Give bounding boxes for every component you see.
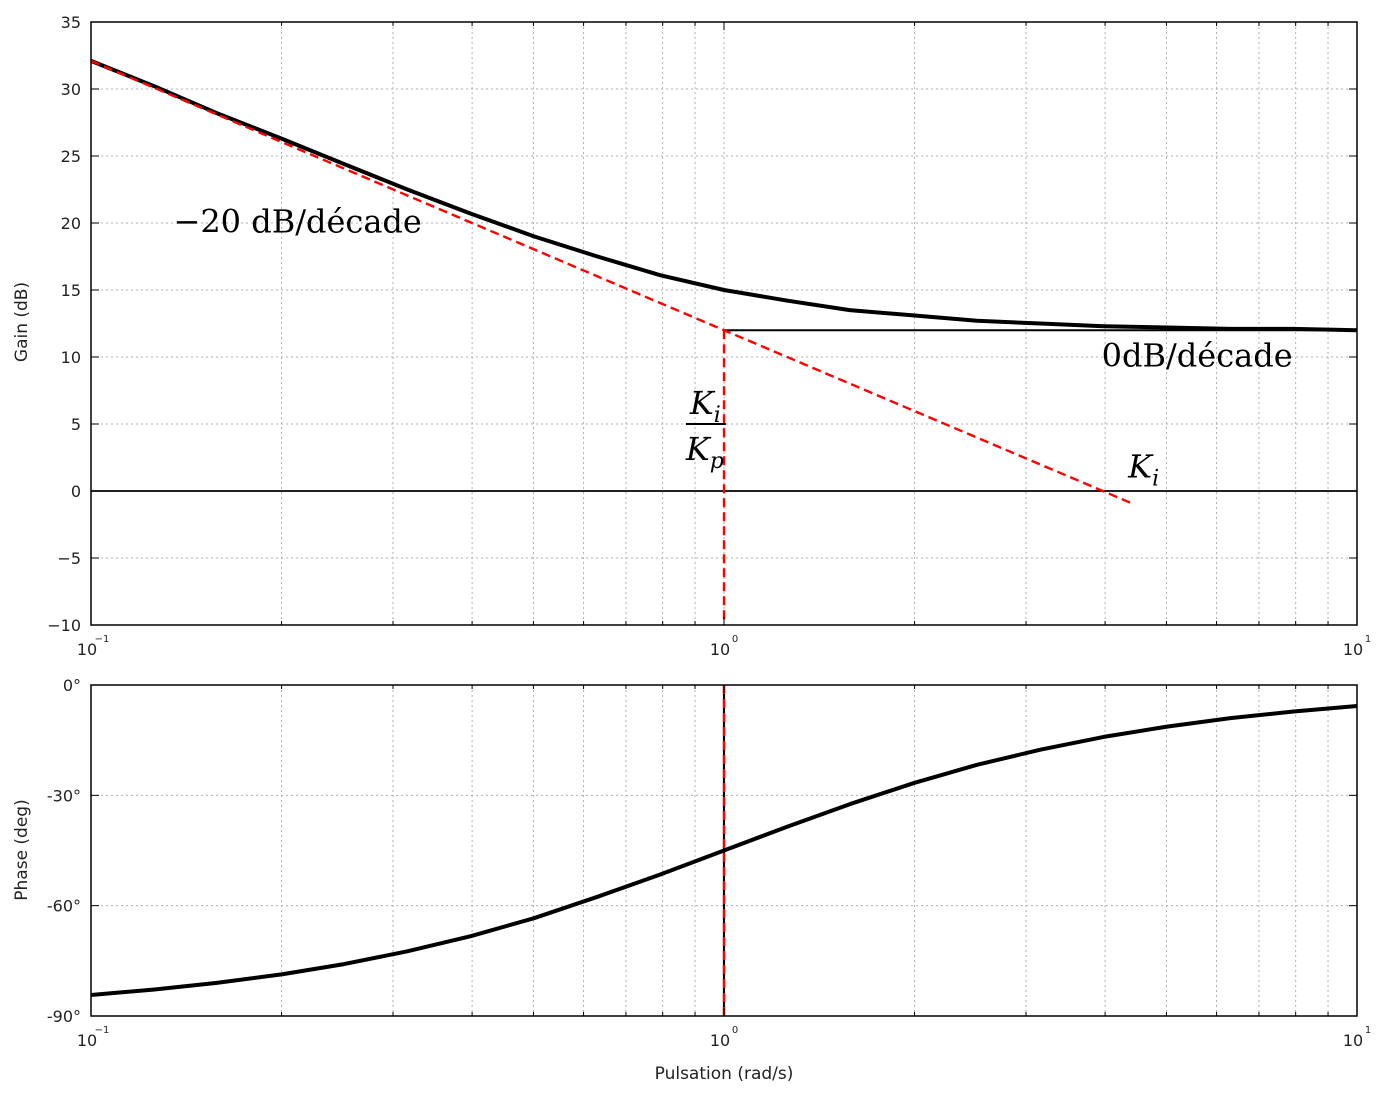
x-tick-label: 10 [77,1031,97,1050]
response-curve [90,59,1358,333]
x-tick-exponent: 0 [732,634,738,645]
y-tick-label: 10 [61,348,81,367]
y-tick-label: −5 [57,549,81,568]
x-tick-label: 10 [1343,640,1363,659]
y-tick-label: 0 [71,482,81,501]
y-tick-label: 15 [61,281,81,300]
fraction-denominator: Kp [685,430,724,474]
fraction-numerator: Ki [689,384,721,428]
asymptote-dashed-line [90,59,1132,505]
y-tick-label: 5 [71,415,81,434]
y-tick-label: 25 [61,147,81,166]
y-tick-label: −10 [47,616,81,635]
grid [91,685,1357,1016]
y-tick-label: 0° [63,676,81,695]
x-tick-exponent: −1 [95,634,110,645]
y-tick-label: -90° [47,1007,81,1026]
x-tick-exponent: 1 [1365,634,1371,645]
x-tick-label: 10 [710,640,730,659]
x-tick-label: 10 [710,1031,730,1050]
x-tick-exponent: 1 [1365,1025,1371,1036]
y-tick-label: 35 [61,13,81,32]
y-tick-label: 30 [61,80,81,99]
slope-annotation: −20 dB/décade [174,202,422,240]
x-tick-label: 10 [1343,1031,1363,1050]
x-tick-exponent: 0 [732,1025,738,1036]
y-tick-label: -60° [47,897,81,916]
y-tick-label: 20 [61,214,81,233]
y-tick-label: -30° [47,786,81,805]
response-curve [90,704,1358,997]
phase-xlabel: Pulsation (rad/s) [655,1064,794,1084]
ki-label: Ki [1127,448,1159,492]
phase-ylabel: Phase (deg) [12,799,32,900]
x-tick-exponent: −1 [95,1025,110,1036]
x-tick-label: 10 [77,640,97,659]
gain-ylabel: Gain (dB) [12,282,32,362]
slope-annotation: 0dB/décade [1102,336,1293,374]
